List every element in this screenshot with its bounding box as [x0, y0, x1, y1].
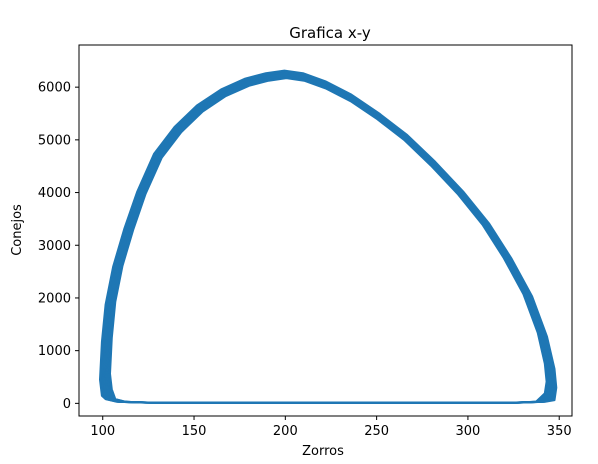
y-tick-label: 4000 — [38, 186, 71, 201]
x-tick-label: 350 — [547, 424, 572, 439]
x-tick-label: 300 — [456, 424, 481, 439]
chart-title: Grafica x-y — [289, 24, 371, 42]
y-axis-ticks: 0 1000 2000 3000 4000 5000 6000 — [38, 81, 79, 412]
y-tick-label: 5000 — [38, 133, 71, 148]
y-tick-label: 1000 — [38, 344, 71, 359]
plot-series — [99, 69, 558, 404]
y-tick-label: 0 — [63, 397, 71, 412]
series-line — [99, 69, 558, 404]
x-tick-label: 200 — [273, 424, 298, 439]
y-tick-label: 2000 — [38, 291, 71, 306]
plot-frame — [78, 44, 573, 417]
y-tick-label: 6000 — [38, 81, 71, 96]
x-tick-label: 250 — [364, 424, 389, 439]
y-axis-label: Conejos — [10, 204, 25, 256]
x-tick-label: 150 — [182, 424, 207, 439]
x-axis-label: Zorros — [302, 444, 344, 459]
x-axis-ticks: 100 150 200 250 300 350 — [90, 416, 572, 439]
x-tick-label: 100 — [90, 424, 115, 439]
y-tick-label: 3000 — [38, 239, 71, 254]
